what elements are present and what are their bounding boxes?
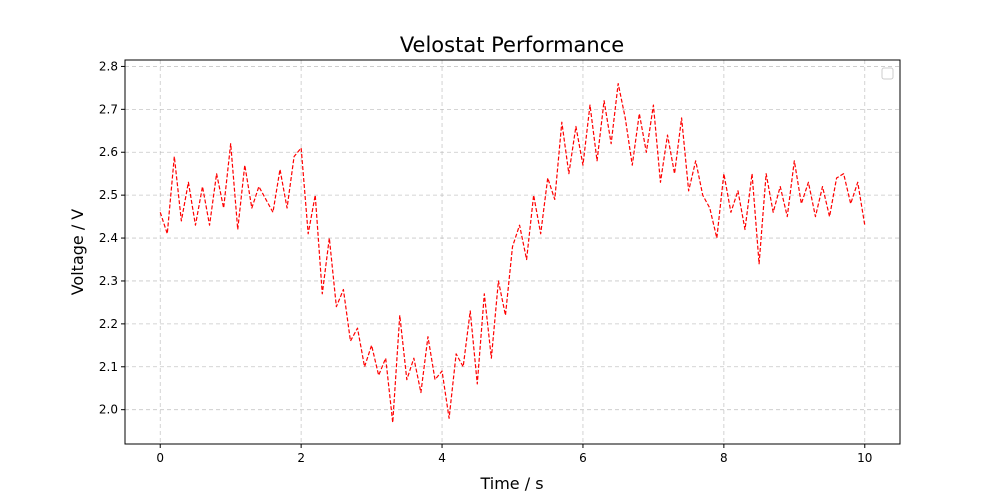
x-tick-label: 8 — [720, 451, 728, 465]
y-tick-label: 2.6 — [99, 145, 118, 159]
x-tick-label: 0 — [156, 451, 164, 465]
data-series — [159, 82, 866, 424]
x-tick-label: 10 — [857, 451, 872, 465]
y-tick-label: 2.1 — [99, 360, 118, 374]
y-tick-label: 2.2 — [99, 317, 118, 331]
chart-title: Velostat Performance — [400, 33, 624, 57]
x-tick-label: 4 — [438, 451, 446, 465]
axis-ticks: 0 2 4 6 8 10 2.0 2.1 2.2 2.3 2.4 2.5 2.6 2.7 2.8 — [99, 59, 873, 465]
x-tick-label: 2 — [297, 451, 305, 465]
y-tick-label: 2.0 — [99, 403, 118, 417]
y-tick-label: 2.8 — [99, 59, 118, 73]
voltage-series-line — [159, 82, 866, 424]
plot-frame — [124, 59, 901, 445]
legend-box — [881, 67, 894, 80]
y-tick-label: 2.3 — [99, 274, 118, 288]
y-axis-label: Voltage / V — [68, 209, 87, 296]
y-tick-label: 2.5 — [99, 188, 118, 202]
y-tick-label: 2.7 — [99, 102, 118, 116]
y-tick-label: 2.4 — [99, 231, 118, 245]
grid-lines — [125, 60, 900, 444]
x-tick-label: 6 — [579, 451, 587, 465]
x-axis-label: Time / s — [479, 474, 543, 493]
